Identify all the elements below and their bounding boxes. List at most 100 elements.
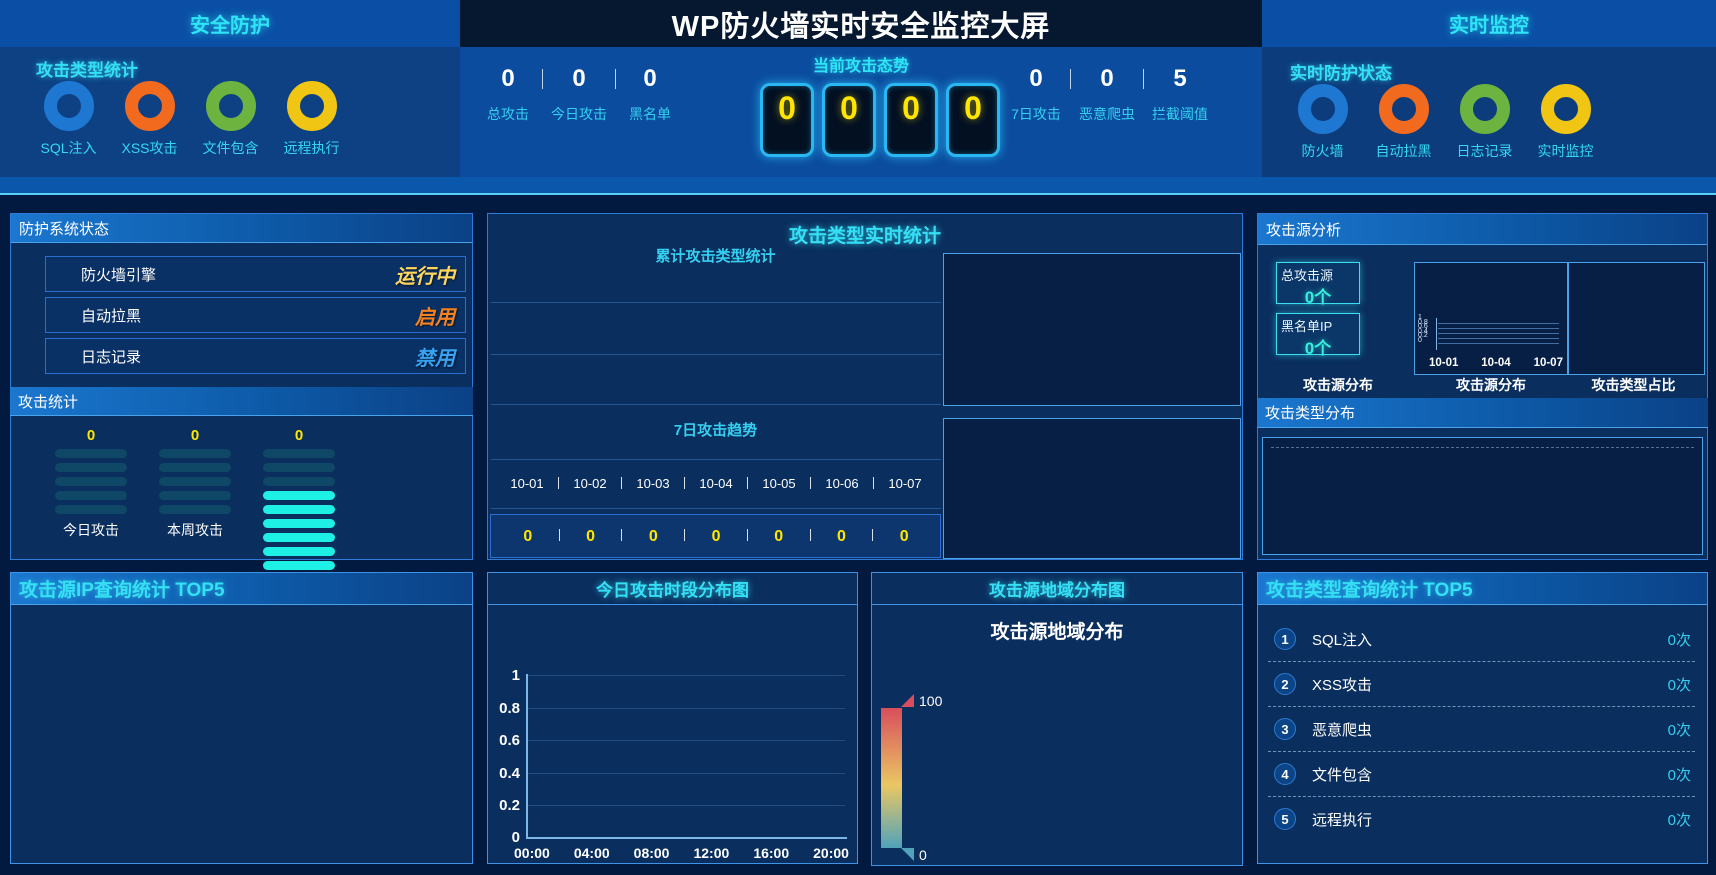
stat-bar xyxy=(159,463,231,472)
x-axis-tick: 00:00 xyxy=(514,845,550,861)
source-dist-label-1: 攻击源分布 xyxy=(1303,377,1373,393)
top5-row: 2 XSS攻击 0次 xyxy=(1268,662,1695,707)
seq-value: 10-07 xyxy=(888,476,922,491)
stat-value: 0 xyxy=(1100,65,1114,92)
top5-value: 0次 xyxy=(1667,676,1691,694)
time-chart: 1 0.8 0.6 0.4 0.2 0 00:00 04:00 08:00 12:00 16:00… xyxy=(488,573,857,863)
stat-bar xyxy=(159,491,231,500)
stat-value: 5 xyxy=(1173,65,1187,92)
trend-values-row: 0 0 0 0 0 0 0 xyxy=(497,528,935,546)
y-axis-tick: 0.4 xyxy=(499,765,520,782)
type-dist-chart-placeholder xyxy=(1262,437,1703,555)
stat-bar xyxy=(263,491,335,500)
stat-bar xyxy=(263,547,335,556)
ring-item: 远程执行 xyxy=(271,81,352,158)
tick-separator xyxy=(810,477,811,489)
header-right-section: 实时监控 xyxy=(1262,0,1716,47)
rank-badge: 5 xyxy=(1274,808,1296,830)
counter-digit: 0 xyxy=(902,90,920,126)
stat-bar xyxy=(263,561,335,570)
gridline xyxy=(528,708,845,709)
pie-chart-placeholder xyxy=(943,253,1241,406)
mini-gridline xyxy=(1438,323,1559,324)
source-dist-label-2: 攻击源分布 xyxy=(1456,377,1526,393)
time-chart-x-axis xyxy=(526,837,847,839)
counter-digit: 0 xyxy=(964,90,982,126)
ring-item: 文件包含 xyxy=(190,81,271,158)
seq-value: 10-01 xyxy=(510,476,544,491)
stat-divider xyxy=(542,69,543,89)
mini-y-tick: 0 xyxy=(1418,336,1422,344)
top5-label: 文件包含 xyxy=(1312,766,1373,784)
visualmap-min-handle[interactable] xyxy=(901,848,914,861)
type-ratio-placeholder xyxy=(1568,262,1705,375)
attack-source-title: 攻击源分析 xyxy=(1266,221,1342,239)
stat-bar xyxy=(263,519,335,528)
stat-item: 0 7日攻击 xyxy=(1008,67,1064,124)
y-axis-tick: 0.2 xyxy=(499,797,520,814)
top5-label: SQL注入 xyxy=(1312,631,1373,649)
realtime-protection-title: 实时防护状态 xyxy=(1290,64,1392,83)
gridline xyxy=(491,508,941,509)
stat-item: 0 总攻击 xyxy=(480,67,536,124)
top5-label: XSS攻击 xyxy=(1312,676,1373,694)
geo-map-title: 攻击源地域分布 xyxy=(990,622,1124,643)
stat-bar xyxy=(55,477,127,486)
tick-separator xyxy=(747,477,748,489)
stat-value: 0 xyxy=(1029,65,1043,92)
attack-stat-bars xyxy=(159,449,231,519)
total-source-box: 总攻击源 0个 xyxy=(1276,262,1360,307)
ring-label: 自动拉黑 xyxy=(1375,143,1432,159)
stat-value: 0 xyxy=(501,65,515,92)
x-axis-tick: 12:00 xyxy=(693,845,730,861)
ring-item: XSS攻击 xyxy=(109,81,190,158)
rank-badge: 4 xyxy=(1274,763,1296,785)
attack-stat-bars xyxy=(263,449,335,575)
visualmap-max-handle[interactable] xyxy=(901,694,914,707)
trend-values-box: 0 0 0 0 0 0 0 xyxy=(490,514,941,558)
mini-gridline xyxy=(1438,338,1559,339)
header-center-section: WP防火墙实时安全监控大屏 xyxy=(460,0,1262,47)
stat-item: 0 黑名单 xyxy=(622,67,678,124)
stat-bar xyxy=(159,477,231,486)
stat-bar xyxy=(159,505,231,514)
attack-type-summary-title: 攻击类型统计 xyxy=(36,61,138,80)
ring-label: 实时监控 xyxy=(1537,143,1594,159)
donut-ring-icon xyxy=(1297,84,1348,134)
seq-value: 10-02 xyxy=(573,476,607,491)
x-axis-tick: 08:00 xyxy=(633,845,670,861)
donut-ring-icon xyxy=(124,81,175,131)
tick-separator xyxy=(684,477,685,489)
current-attack-situation-section: 当前攻击态势 0 总攻击 0 今日攻击 0 黑名单 0 0 0 0 xyxy=(460,47,1262,177)
stat-bar xyxy=(159,449,231,458)
top5-value: 0次 xyxy=(1667,721,1691,739)
mini-y-tick: 0.2 xyxy=(1418,332,1428,339)
attack-type-top5-panel: 攻击类型查询统计 TOP5 1 SQL注入 0次 2 XSS攻击 0次 3 恶意… xyxy=(1257,572,1708,864)
blacklist-ip-value: 0个 xyxy=(1304,339,1332,358)
attack-stat-value: 0 xyxy=(86,427,96,444)
donut-ring-icon xyxy=(1540,84,1591,134)
seq-value: 0 xyxy=(648,528,658,545)
stat-bar xyxy=(55,491,127,500)
y-axis-tick: 1 xyxy=(511,667,520,684)
x-axis-tick: 10-01 xyxy=(1429,357,1459,369)
top5-row: 4 文件包含 0次 xyxy=(1268,752,1695,797)
situation-left-stats: 0 总攻击 0 今日攻击 0 黑名单 xyxy=(480,67,678,124)
mini-y-tick: 0.6 xyxy=(1418,323,1428,330)
counter-digit-box: 0 xyxy=(884,83,938,157)
stat-bar xyxy=(263,463,335,472)
stat-divider xyxy=(1070,69,1071,89)
stat-bar xyxy=(263,505,335,514)
y-axis-tick: 0 xyxy=(511,829,520,846)
counter-digit-box: 0 xyxy=(946,83,1000,157)
ring-label: SQL注入 xyxy=(40,140,97,156)
bar-chart-placeholder xyxy=(943,418,1241,559)
rank-badge: 1 xyxy=(1274,628,1296,650)
stat-value: 0 xyxy=(572,65,586,92)
rank-badge: 3 xyxy=(1274,718,1296,740)
status-row-label: 自动拉黑 xyxy=(81,307,142,325)
stat-item: 0 今日攻击 xyxy=(549,67,609,124)
gridline xyxy=(491,404,941,405)
realtime-attack-panel: 攻击类型实时统计 累计攻击类型统计 7日攻击趋势 10-01 10-02 10-03… xyxy=(487,213,1243,560)
